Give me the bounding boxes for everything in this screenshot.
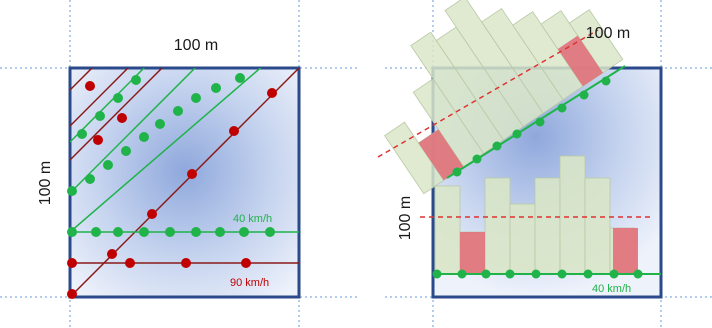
horizontal-highlight-bar-right: [613, 228, 638, 274]
left-red-speed-label: 90 km/h: [230, 277, 269, 289]
left-side-dimension: 100 m: [37, 161, 54, 205]
left-red-dots: [67, 81, 277, 299]
left-top-dimension: 100 m: [174, 37, 218, 54]
horizontal-road-dots: [432, 269, 643, 279]
right-green-speed-label: 40 km/h: [592, 283, 631, 295]
left-green-speed-label: 40 km/h: [233, 213, 272, 225]
left-green-dots: [67, 73, 275, 237]
left-tracks: [70, 68, 299, 297]
right-top-dimension: 100 m: [586, 25, 630, 42]
left-panel: 100 m 100 m 40 km/h 90 km/h: [0, 0, 360, 328]
right-panel: 100 m 100 m 40 km/h: [377, 0, 712, 328]
diagonal-threshold-line: [377, 29, 599, 158]
diagonal-road-dots: [452, 76, 611, 177]
diagonal-histogram: [384, 0, 624, 195]
horizontal-highlight-bar-left: [460, 232, 485, 274]
horizontal-histogram: [434, 155, 636, 275]
right-side-dimension: 100 m: [397, 196, 414, 240]
